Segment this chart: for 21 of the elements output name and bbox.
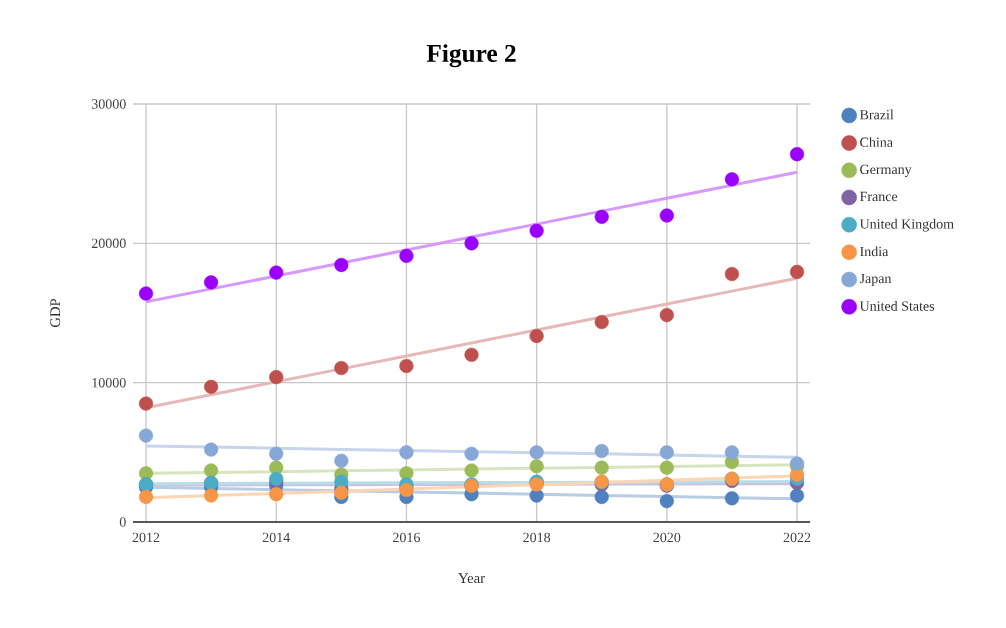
- legend-label: India: [860, 246, 889, 257]
- y-tick-label: 20000: [91, 238, 126, 249]
- legend-label: France: [859, 191, 898, 202]
- legend-label: Japan: [859, 273, 892, 287]
- x-tick-label: 2022: [783, 532, 811, 543]
- x-tick-label: 2012: [132, 532, 160, 543]
- x-tick-label: 2020: [653, 532, 681, 543]
- x-tick-label: 2016: [393, 532, 421, 543]
- legend-label: Brazil: [859, 109, 894, 120]
- y-tick-label: 0: [119, 517, 126, 527]
- y-tick-label: 10000: [92, 377, 126, 388]
- y-tick-label: 30000: [91, 99, 126, 109]
- x-axis-title: Year: [458, 573, 485, 584]
- y-axis-title: GDP: [50, 298, 61, 328]
- chart-title: Figure 2: [426, 44, 516, 68]
- x-tick-label: 2014: [262, 532, 290, 543]
- legend-label: Germany: [860, 164, 912, 177]
- legend-label: United Kingdom: [859, 218, 954, 232]
- x-tick-label: 2018: [523, 532, 551, 543]
- legend-label: United States: [859, 300, 935, 311]
- legend-label: China: [860, 137, 893, 148]
